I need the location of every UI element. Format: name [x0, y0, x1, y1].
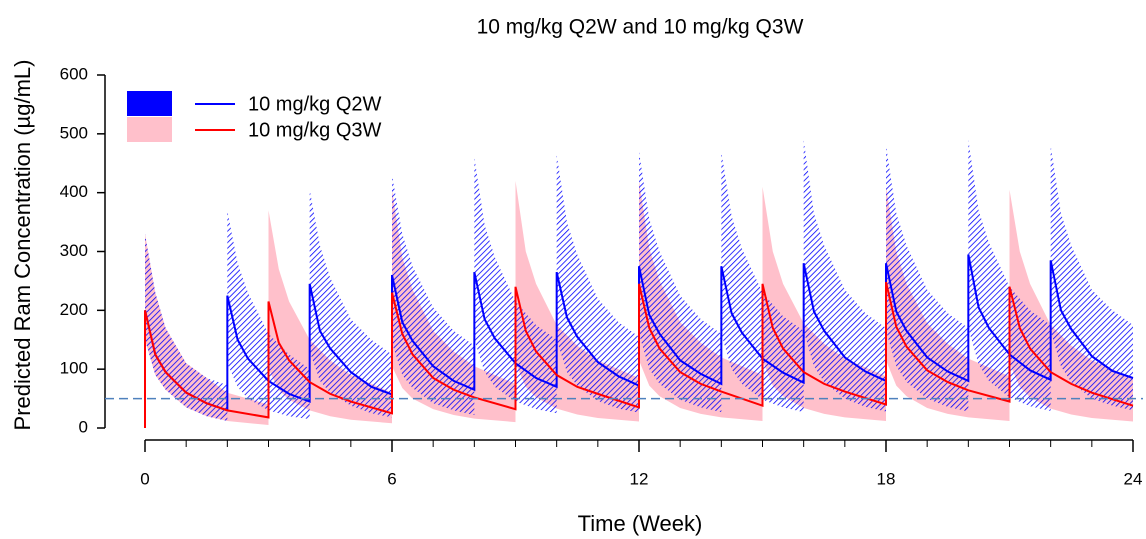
y-tick-label: 300 — [60, 241, 88, 260]
y-tick-label: 600 — [60, 64, 88, 83]
y-tick-label: 500 — [60, 123, 88, 142]
y-tick-label: 100 — [60, 359, 88, 378]
legend-label: 10 mg/kg Q3W — [248, 119, 382, 141]
y-tick-label: 200 — [60, 300, 88, 319]
chart-title: 10 mg/kg Q2W and 10 mg/kg Q3W — [477, 16, 804, 39]
x-axis-label: Time (Week) — [578, 511, 703, 536]
legend-swatch — [127, 91, 172, 116]
x-tick-label: 18 — [877, 469, 896, 488]
x-tick-label: 6 — [387, 469, 396, 488]
legend-label: 10 mg/kg Q2W — [248, 93, 382, 115]
x-tick-label: 0 — [140, 469, 149, 488]
y-tick-label: 400 — [60, 182, 88, 201]
y-axis-label: Predicted Ram Concentration (µg/mL) — [10, 60, 35, 431]
x-tick-label: 12 — [630, 469, 649, 488]
x-tick-label: 24 — [1124, 469, 1143, 488]
legend-swatch — [127, 117, 172, 142]
median-line — [144, 281, 1134, 428]
y-tick-label: 0 — [79, 417, 88, 436]
